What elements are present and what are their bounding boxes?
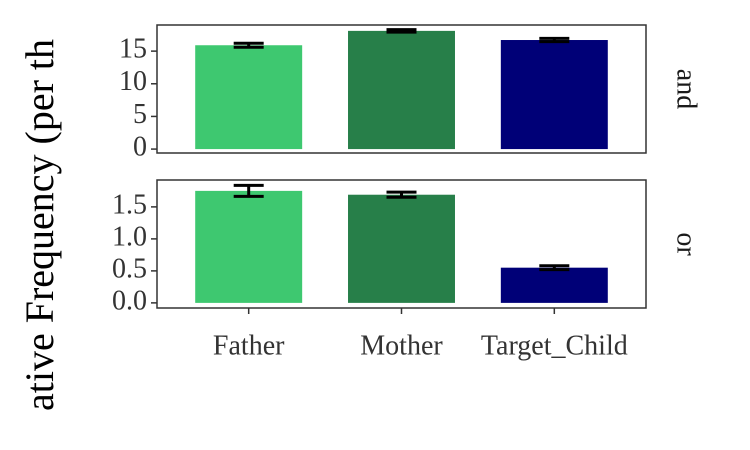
panel-border xyxy=(156,24,647,154)
bar xyxy=(195,45,303,150)
error-bar xyxy=(233,183,264,198)
y-axis-title: ative Frequency (per th xyxy=(17,39,62,411)
strip-label: and xyxy=(671,69,702,109)
x-tick-label: Target_Child xyxy=(481,330,628,361)
strip-label: or xyxy=(671,232,702,256)
y-tick-label: 0.0 xyxy=(112,285,147,316)
y-tick-label: 1.5 xyxy=(112,189,147,220)
y-tick-label: 0 xyxy=(133,132,147,163)
y-tick-label: 10 xyxy=(119,66,147,97)
y-tick-label: 5 xyxy=(133,99,147,130)
x-tick-label: Mother xyxy=(360,330,443,361)
error-bar xyxy=(539,36,570,44)
error-bar xyxy=(539,264,570,272)
bar xyxy=(500,267,608,303)
bar xyxy=(348,194,455,303)
error-bar xyxy=(386,190,417,199)
y-tick-label: 15 xyxy=(119,34,147,65)
bar xyxy=(500,40,608,150)
x-tick-label: Father xyxy=(213,330,285,361)
bar xyxy=(348,30,455,150)
bar xyxy=(195,190,303,303)
error-bar xyxy=(233,41,264,49)
y-tick-label: 0.5 xyxy=(112,253,147,284)
error-bar xyxy=(386,28,417,34)
y-tick-label: 1.0 xyxy=(112,221,147,252)
